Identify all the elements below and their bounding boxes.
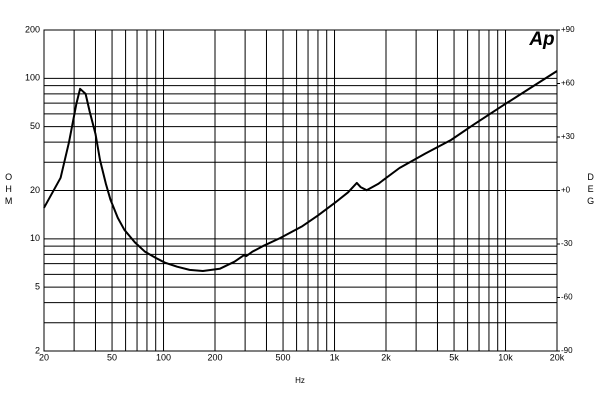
- y2-tick-label: -60: [561, 293, 573, 302]
- y2-tick-label: +30: [561, 132, 575, 141]
- x-tick-label: 100: [156, 352, 171, 362]
- impedance-curve: [43, 70, 558, 272]
- x-tick-label: 2k: [381, 352, 391, 362]
- x-tick-label: 1k: [330, 352, 340, 362]
- y-axis-label: OHM: [4, 172, 14, 208]
- y-tick-label: 10: [30, 233, 40, 243]
- y-tick-label: 100: [25, 73, 40, 83]
- y2-tick-label: +0: [561, 186, 571, 195]
- y-tick-label: 200: [25, 24, 40, 34]
- x-tick-label: 5k: [449, 352, 459, 362]
- x-tick-label: 10k: [498, 352, 513, 362]
- x-axis-label: Hz: [295, 376, 305, 385]
- x-tick-label: 20k: [550, 352, 565, 362]
- y-tick-label: 5: [35, 282, 40, 292]
- y2-axis-label: DEG: [586, 172, 596, 208]
- y2-tick-label: -90: [561, 346, 573, 355]
- y2-tick-label: +60: [561, 79, 575, 88]
- y2-tick-label: +90: [561, 25, 575, 34]
- y-tick-label: 20: [30, 185, 40, 195]
- x-tick-label: 500: [276, 352, 291, 362]
- y-tick-label: 2: [35, 345, 40, 355]
- x-tick-label: 20: [39, 352, 49, 362]
- logo: Ap: [528, 29, 554, 50]
- x-tick-label: 50: [107, 352, 117, 362]
- x-tick-label: 200: [207, 352, 222, 362]
- y-tick-label: 50: [30, 121, 40, 131]
- y2-tick-label: -30: [561, 239, 573, 248]
